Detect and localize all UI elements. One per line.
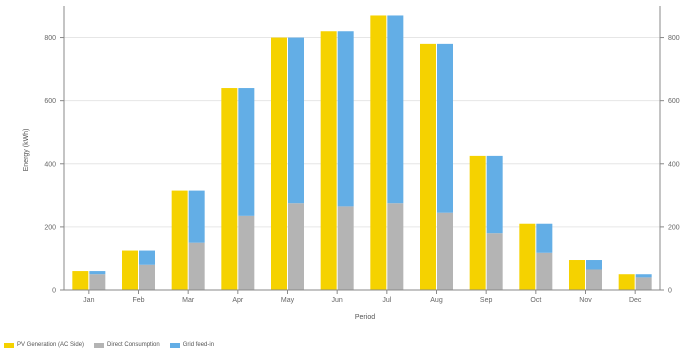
x-tick-label: Jan: [83, 297, 94, 304]
x-tick-label: Sep: [480, 297, 493, 304]
bar-grid-feed-in: [139, 250, 155, 265]
bar-direct-consumption: [337, 206, 354, 290]
y-tick-label-left: 200: [44, 224, 56, 231]
legend-item-grid-feed-in[interactable]: Grid feed-in: [169, 342, 215, 348]
y-ticks-right: 0 200 400 600 800: [668, 35, 680, 294]
bar-grid-feed-in: [288, 37, 304, 204]
bar-pv-generation: [370, 15, 387, 290]
y-tick-label-right: 0: [668, 288, 672, 295]
legend-item-direct-consumption[interactable]: Direct Consumption: [94, 342, 160, 348]
bar-pv-generation: [171, 190, 188, 290]
grid: [64, 37, 660, 228]
bar-grid-feed-in: [387, 15, 404, 204]
x-ticks: Jan Feb Mar Apr May Jun Jul Aug Sep Oct Nov Dec: [83, 297, 642, 304]
y-tick-label-left: 400: [44, 161, 56, 168]
legend-label-grid-feed-in: Grid feed-in: [182, 342, 215, 348]
y-tick-label-right: 400: [668, 161, 680, 168]
x-tick-label: Jul: [382, 297, 391, 304]
x-tick-label: Feb: [132, 297, 144, 304]
bar-direct-consumption: [387, 203, 404, 290]
x-axis-title: Period: [355, 314, 375, 321]
y-tick-label-right: 200: [668, 224, 680, 231]
y-tick-label-left: 800: [44, 35, 56, 42]
x-tick-label: Mar: [182, 297, 195, 304]
x-tick-label: Jun: [332, 297, 343, 304]
bar-direct-consumption: [89, 274, 106, 290]
legend-swatch-pv-generation: [4, 342, 14, 348]
bar-pv-generation: [320, 31, 337, 290]
bar-grid-feed-in: [337, 31, 354, 207]
bar-grid-feed-in: [536, 223, 553, 253]
bar-pv-generation: [519, 223, 536, 290]
bar-pv-generation: [72, 271, 89, 290]
legend-label-direct-consumption: Direct Consumption: [107, 342, 160, 348]
bars: [72, 15, 652, 291]
x-tick-label: Oct: [530, 297, 541, 304]
y-axis-title: Energy (kWh): [23, 129, 30, 172]
bar-pv-generation: [618, 274, 635, 290]
bar-grid-feed-in: [89, 271, 106, 275]
x-tick-label: Aug: [430, 297, 443, 304]
bar-direct-consumption: [536, 252, 553, 290]
bar-direct-consumption: [486, 233, 503, 290]
bar-pv-generation: [271, 37, 287, 290]
bar-grid-feed-in: [188, 190, 205, 243]
bar-grid-feed-in: [238, 88, 255, 216]
y-ticks-left: 0 200 400 600 800: [44, 35, 56, 294]
y-tick-label-right: 600: [668, 98, 680, 105]
legend: PV Generation (AC Side) Direct Consumpti…: [4, 342, 214, 348]
bar-pv-generation: [569, 260, 585, 290]
bar-grid-feed-in: [586, 260, 602, 270]
bar-pv-generation: [420, 43, 436, 290]
bar-direct-consumption: [635, 277, 652, 290]
bar-pv-generation: [221, 88, 238, 291]
legend-swatch-grid-feed-in: [169, 342, 180, 348]
axes: [60, 6, 664, 294]
x-tick-label: May: [281, 297, 295, 304]
bar-grid-feed-in: [635, 274, 652, 278]
bar-direct-consumption: [188, 242, 205, 290]
bar-grid-feed-in: [486, 155, 503, 234]
x-tick-label: Apr: [232, 297, 244, 304]
legend-label-pv-generation: PV Generation (AC Side): [17, 342, 85, 348]
bar-pv-generation: [469, 155, 486, 290]
x-tick-label: Nov: [579, 297, 592, 304]
y-tick-label-right: 800: [668, 35, 680, 42]
bar-direct-consumption: [139, 264, 155, 290]
bar-grid-feed-in: [437, 43, 453, 213]
legend-item-pv-generation[interactable]: PV Generation (AC Side): [4, 342, 84, 348]
bar-pv-generation: [122, 250, 138, 290]
y-tick-label-left: 600: [44, 98, 56, 105]
bar-direct-consumption: [288, 203, 304, 290]
x-tick-label: Dec: [629, 297, 642, 304]
y-tick-label-left: 0: [52, 288, 56, 295]
bar-direct-consumption: [586, 269, 602, 290]
bar-direct-consumption: [437, 212, 453, 290]
legend-swatch-direct-consumption: [94, 342, 105, 348]
bar-direct-consumption: [238, 215, 255, 290]
